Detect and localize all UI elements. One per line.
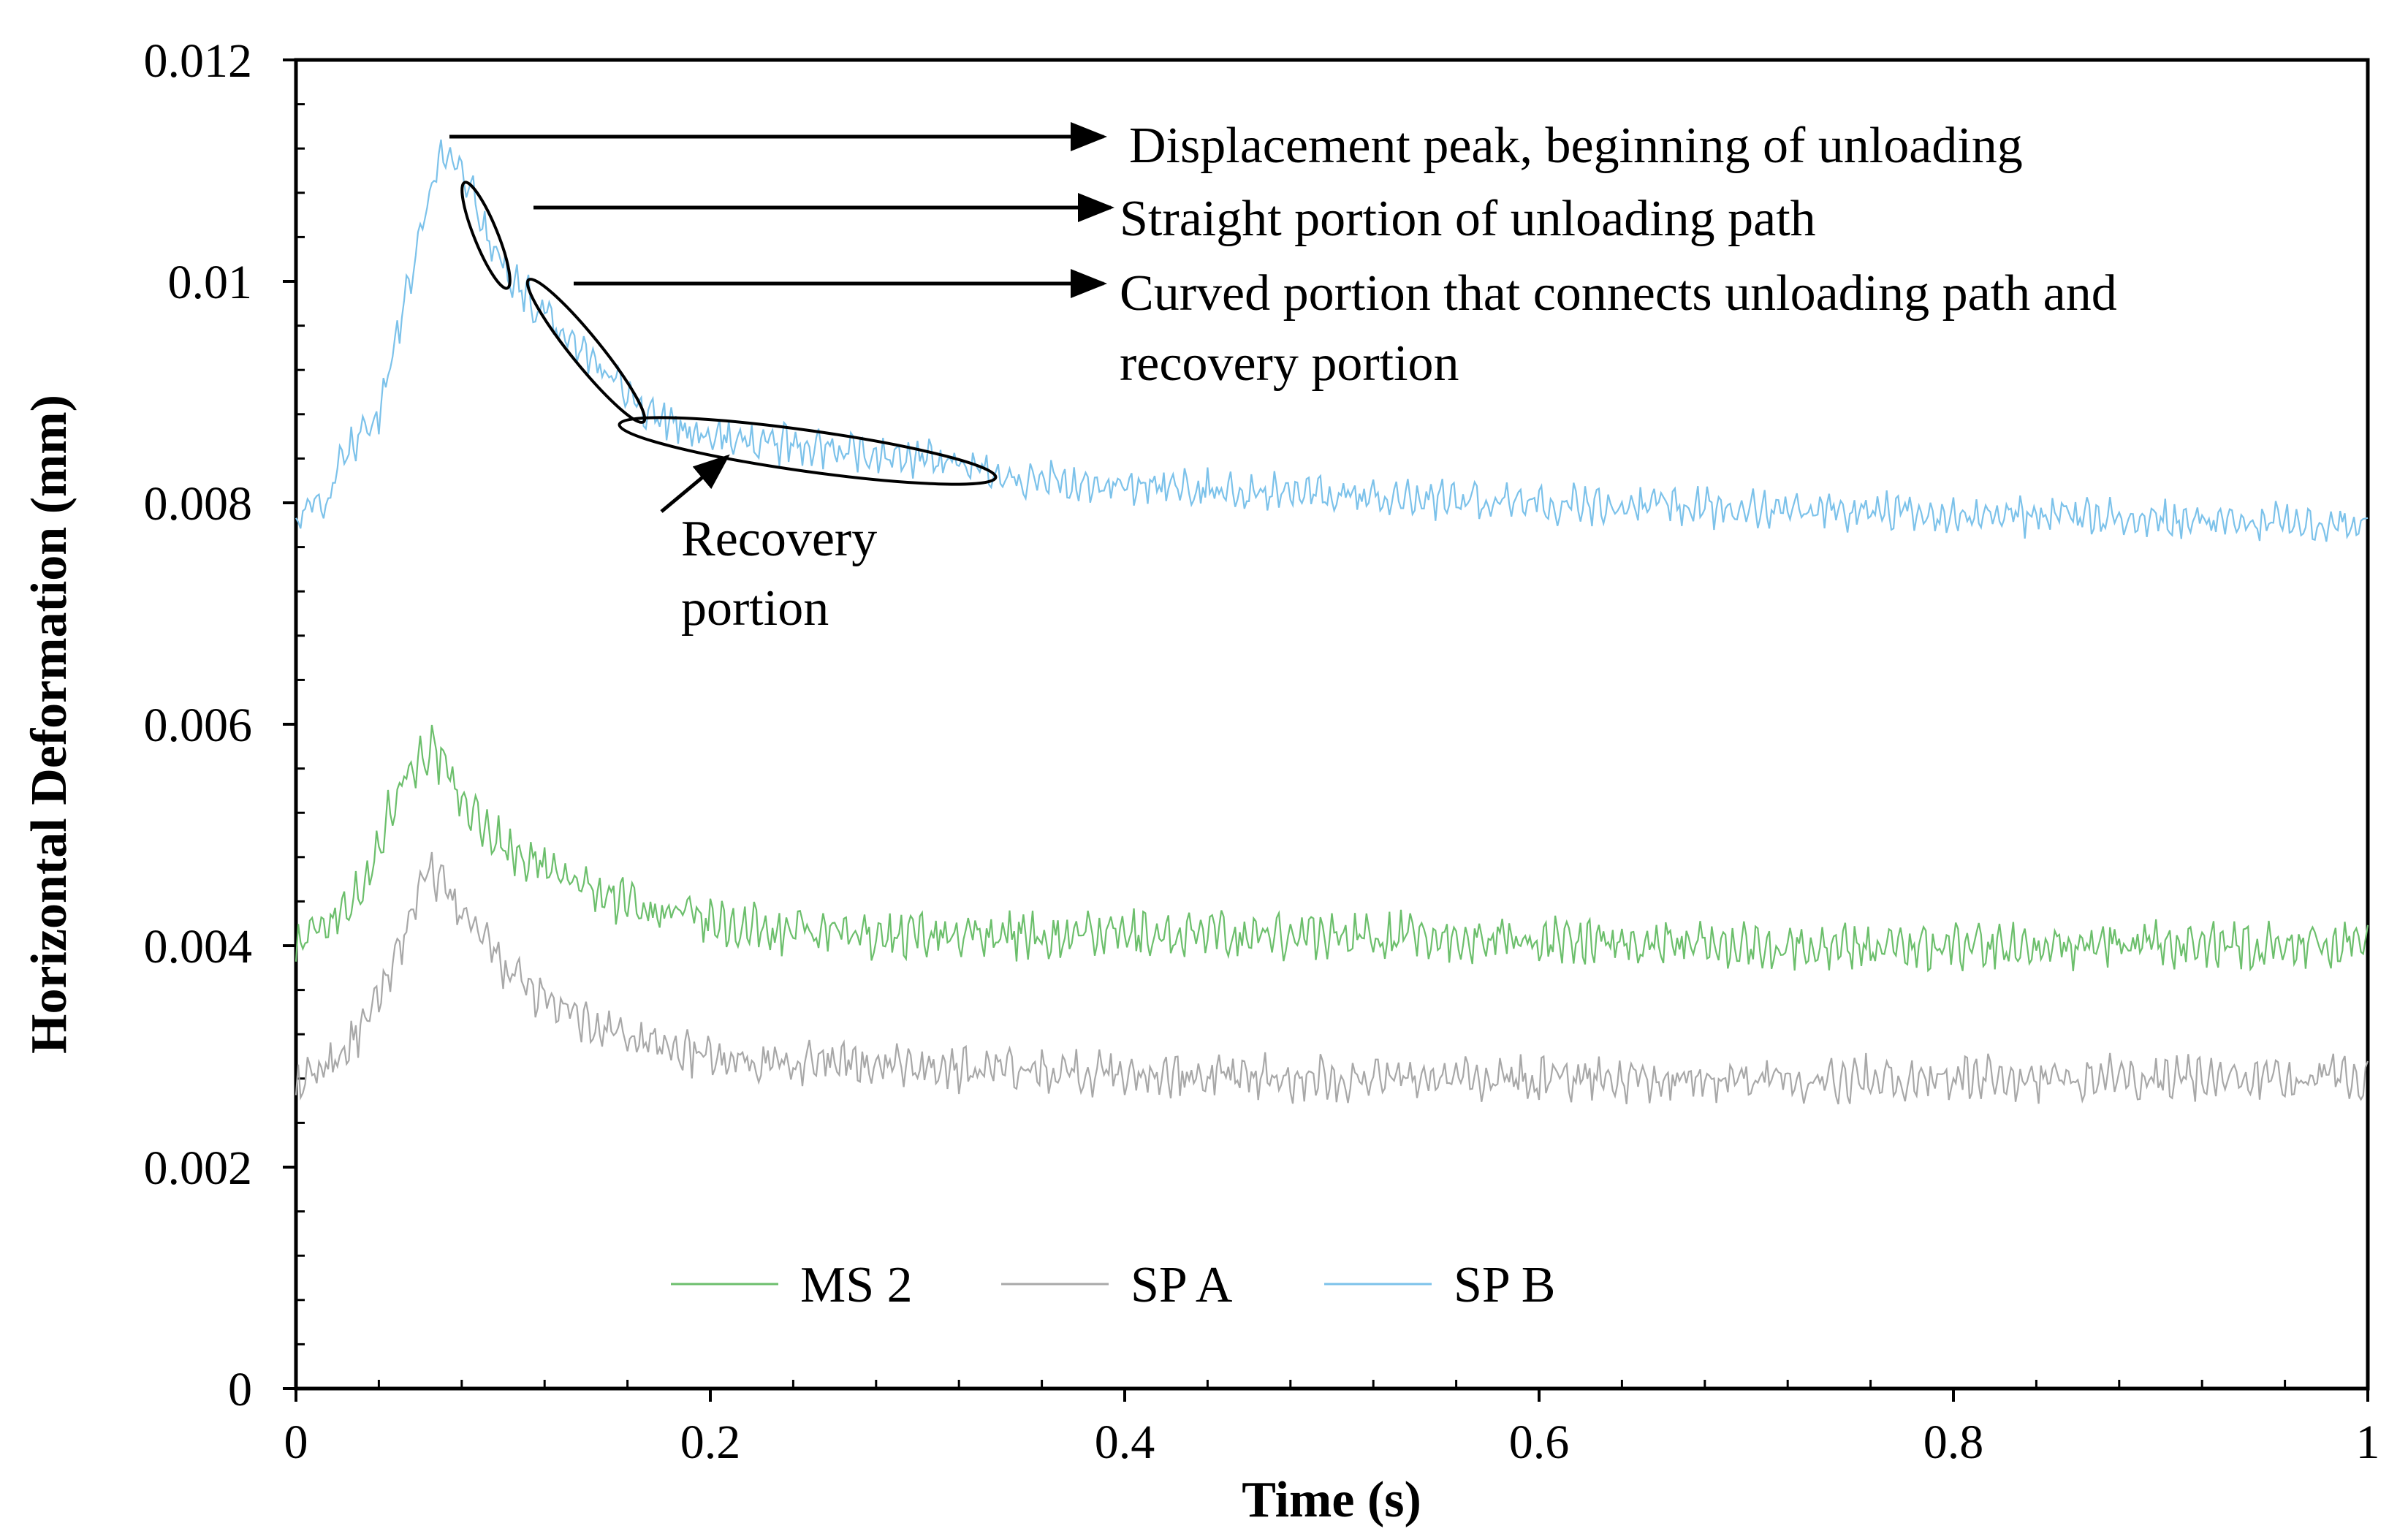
series-line-sp-a bbox=[295, 851, 2369, 1105]
y-axis-title: Horizontal Deformation (mm) bbox=[21, 395, 77, 1054]
annotation-recovery-line2: portion bbox=[681, 580, 829, 637]
x-tick-label: 0.8 bbox=[1923, 1416, 1984, 1469]
curved-portion-ellipse bbox=[525, 278, 647, 424]
y-tick-label: 0.01 bbox=[168, 256, 253, 309]
legend-label-sp-b: SP B bbox=[1454, 1257, 1555, 1313]
y-tick-label: 0.006 bbox=[144, 699, 253, 752]
series-lines bbox=[295, 139, 2369, 1105]
annotation-straight: Straight portion of unloading path bbox=[1120, 191, 1816, 247]
x-tick-label: 1 bbox=[2356, 1416, 2380, 1469]
recovery-portion-ellipse bbox=[618, 416, 998, 486]
x-axis-tick-labels: 0 0.2 0.4 0.6 0.8 1 bbox=[284, 1416, 2380, 1469]
x-tick-label: 0.6 bbox=[1509, 1416, 1570, 1469]
recovery-arrow bbox=[660, 454, 730, 513]
series-line-sp-b bbox=[295, 139, 2369, 542]
annotations bbox=[449, 122, 1114, 513]
x-tick-label: 0.4 bbox=[1095, 1416, 1155, 1469]
x-axis-ticks bbox=[295, 1380, 2369, 1402]
y-axis-tick-labels: 0 0.002 0.004 0.006 0.008 0.01 0.012 bbox=[144, 34, 253, 1416]
y-tick-label: 0.004 bbox=[144, 920, 253, 973]
straight-portion-ellipse bbox=[460, 181, 512, 290]
annotation-curved-line2: recovery portion bbox=[1120, 335, 1459, 392]
x-tick-label: 0 bbox=[284, 1416, 308, 1469]
x-axis-title: Time (s) bbox=[1242, 1472, 1421, 1528]
series-line-ms-2 bbox=[295, 724, 2369, 973]
y-tick-label: 0.002 bbox=[144, 1142, 253, 1195]
legend-label-sp-a: SP A bbox=[1131, 1257, 1233, 1313]
x-tick-label: 0.2 bbox=[680, 1416, 741, 1469]
annotation-peak: Displacement peak, beginning of unloadin… bbox=[1129, 118, 2023, 174]
y-axis-ticks bbox=[283, 58, 305, 1390]
y-tick-label: 0 bbox=[228, 1363, 252, 1416]
legend-label-ms2: MS 2 bbox=[800, 1257, 913, 1313]
plot-area bbox=[294, 58, 2370, 1391]
annotation-curved-line1: Curved portion that connects unloading p… bbox=[1120, 265, 2117, 322]
y-tick-label: 0.008 bbox=[144, 477, 253, 531]
annotation-recovery-line1: Recovery bbox=[681, 511, 877, 567]
legend: MS 2 SP A SP B bbox=[671, 1257, 1555, 1313]
y-tick-label: 0.012 bbox=[144, 34, 253, 88]
